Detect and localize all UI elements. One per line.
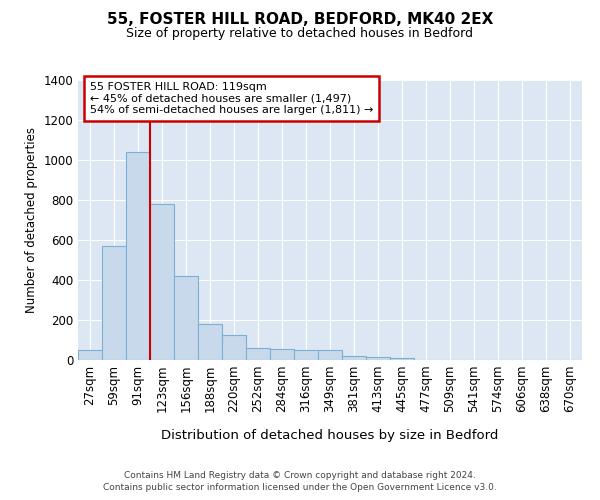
- Bar: [222, 335, 246, 360]
- Bar: [294, 350, 318, 360]
- Text: Contains public sector information licensed under the Open Government Licence v3: Contains public sector information licen…: [103, 484, 497, 492]
- Bar: [318, 350, 342, 360]
- Bar: [342, 356, 366, 360]
- Text: 55, FOSTER HILL ROAD, BEDFORD, MK40 2EX: 55, FOSTER HILL ROAD, BEDFORD, MK40 2EX: [107, 12, 493, 28]
- Text: Size of property relative to detached houses in Bedford: Size of property relative to detached ho…: [127, 28, 473, 40]
- Bar: [246, 348, 270, 360]
- Bar: [366, 357, 390, 360]
- Bar: [126, 152, 150, 360]
- Bar: [150, 204, 174, 360]
- Bar: [102, 246, 126, 360]
- Text: Contains HM Land Registry data © Crown copyright and database right 2024.: Contains HM Land Registry data © Crown c…: [124, 471, 476, 480]
- Text: Distribution of detached houses by size in Bedford: Distribution of detached houses by size …: [161, 428, 499, 442]
- Text: 55 FOSTER HILL ROAD: 119sqm
← 45% of detached houses are smaller (1,497)
54% of : 55 FOSTER HILL ROAD: 119sqm ← 45% of det…: [90, 82, 373, 115]
- Bar: [78, 350, 102, 360]
- Bar: [270, 349, 294, 360]
- Y-axis label: Number of detached properties: Number of detached properties: [25, 127, 38, 313]
- Bar: [174, 276, 198, 360]
- Bar: [390, 358, 414, 360]
- Bar: [198, 324, 222, 360]
